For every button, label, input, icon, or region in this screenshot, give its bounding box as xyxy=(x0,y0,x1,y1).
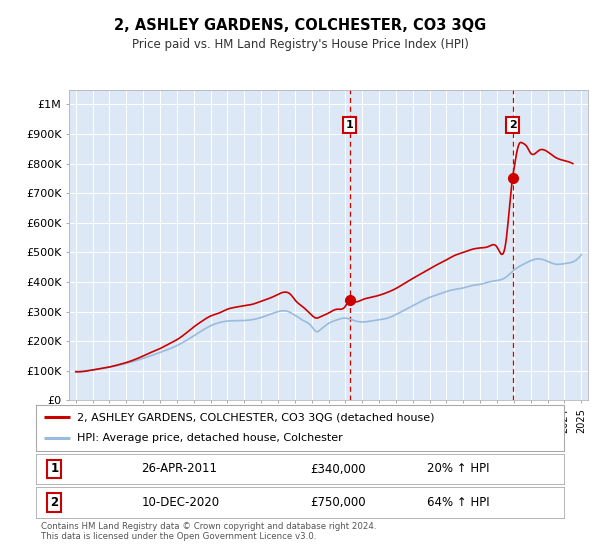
Text: 10-DEC-2020: 10-DEC-2020 xyxy=(142,496,220,509)
Text: Price paid vs. HM Land Registry's House Price Index (HPI): Price paid vs. HM Land Registry's House … xyxy=(131,38,469,52)
Text: 20% ↑ HPI: 20% ↑ HPI xyxy=(427,463,489,475)
Text: 64% ↑ HPI: 64% ↑ HPI xyxy=(427,496,490,509)
Text: 1: 1 xyxy=(50,463,59,475)
Text: 1: 1 xyxy=(346,120,353,130)
Text: £750,000: £750,000 xyxy=(311,496,366,509)
Text: 2: 2 xyxy=(50,496,59,509)
Text: Contains HM Land Registry data © Crown copyright and database right 2024.
This d: Contains HM Land Registry data © Crown c… xyxy=(41,522,376,542)
Text: £340,000: £340,000 xyxy=(311,463,366,475)
Text: 26-APR-2011: 26-APR-2011 xyxy=(142,463,218,475)
Text: HPI: Average price, detached house, Colchester: HPI: Average price, detached house, Colc… xyxy=(77,433,343,444)
Text: 2, ASHLEY GARDENS, COLCHESTER, CO3 3QG: 2, ASHLEY GARDENS, COLCHESTER, CO3 3QG xyxy=(114,18,486,32)
Text: 2, ASHLEY GARDENS, COLCHESTER, CO3 3QG (detached house): 2, ASHLEY GARDENS, COLCHESTER, CO3 3QG (… xyxy=(77,412,434,422)
Text: 2: 2 xyxy=(509,120,517,130)
